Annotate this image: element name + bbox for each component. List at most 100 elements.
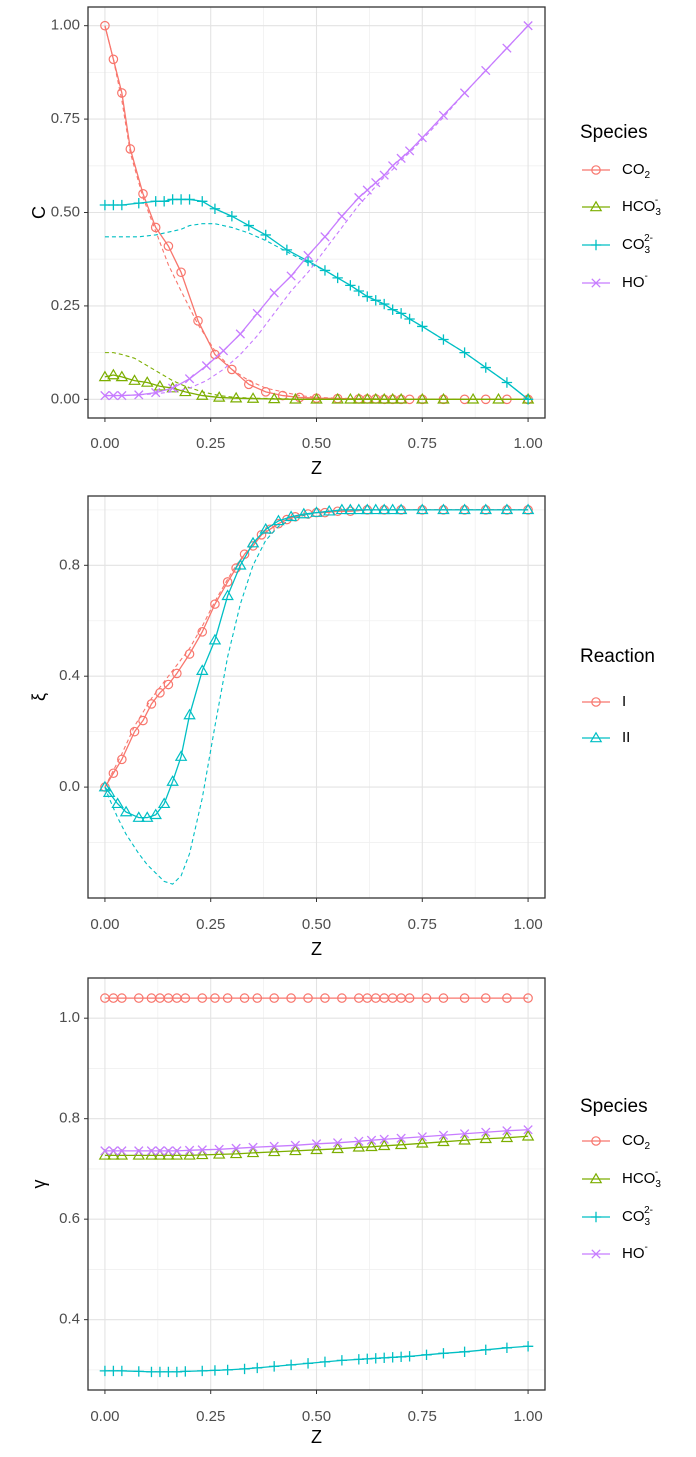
legend-label: HCO3- [622,195,661,218]
data-point [100,1146,110,1156]
legend-label: CO2 [622,1132,651,1152]
data-point [416,503,429,515]
data-point [332,272,343,284]
data-point [163,1146,174,1156]
x-tick-label: 0.75 [408,1408,437,1425]
legend-key [582,1249,610,1259]
data-point [170,1148,184,1160]
x-tick-label: 0.50 [302,916,331,933]
data-point [269,993,279,1003]
data-point [176,267,186,278]
data-point [459,347,470,358]
y-tick-label: 0.25 [51,297,80,314]
data-point [172,1146,182,1156]
legend-key-marker [591,165,601,175]
legend-key [582,200,610,212]
data-point [320,993,330,1003]
data-point [260,229,271,241]
data-point [377,503,391,515]
data-point [246,392,260,403]
data-point [108,54,119,65]
legend-label: HO- [622,1242,648,1262]
data-point [180,993,191,1003]
series-II [98,503,535,885]
data-point [459,993,470,1003]
data-point [344,392,357,404]
series-HO- [100,1125,533,1156]
data-point [239,993,250,1003]
data-point [522,1341,534,1352]
panel-border [87,6,546,419]
data-point [438,334,449,345]
data-point [108,390,119,401]
legend-key [582,1172,610,1184]
data-point [246,536,260,548]
data-point [396,153,406,163]
data-point [259,522,272,534]
data-point [500,1131,514,1143]
data-point [138,715,148,726]
data-point [362,291,373,302]
data-point [332,1138,343,1148]
data-point [243,379,254,390]
legend-key-marker [591,1136,601,1146]
data-point [302,255,314,267]
data-point [167,383,178,393]
data-point [125,144,136,154]
y-tick-label: 0.8 [59,556,80,573]
y-tick-label: 0.4 [59,1311,80,1328]
series-dashed-line [104,25,529,397]
data-point [417,133,427,143]
data-point [209,1365,221,1376]
data-point [115,1148,129,1160]
legend-key [582,1211,610,1223]
data-point [269,288,279,298]
panel-border [87,977,546,1391]
data-point [107,1148,120,1160]
data-point [248,1142,258,1152]
legend-label: HO- [622,271,648,291]
data-point [229,391,243,403]
data-point [500,503,514,515]
data-point [286,271,296,281]
data-point [369,503,382,515]
legend-key [582,165,610,175]
data-point [201,361,212,371]
data-point [481,1127,491,1137]
data-point [481,65,491,76]
series-line [104,374,529,400]
data-point [319,1356,331,1368]
data-point [310,1143,323,1155]
data-point [361,503,374,515]
data-point [163,241,174,251]
data-point [404,146,415,156]
data-point [184,194,195,205]
x-tick-label: 1.00 [513,1408,542,1425]
data-point [184,649,195,659]
data-point [361,392,374,404]
data-point [116,199,128,211]
legend-key-marker [589,1172,603,1184]
data-point [331,392,344,404]
x-axis-title: Z [311,458,322,478]
data-point [310,506,323,517]
data-point [387,304,398,315]
data-point [458,503,471,515]
data-point [379,170,389,180]
y-axis-title: γ [29,1180,49,1189]
x-tick-label: 0.75 [408,435,437,452]
data-point [480,362,491,373]
y-axis-title: ξ [29,693,49,701]
data-point [352,1140,366,1152]
data-point [501,377,513,388]
data-point [197,1365,208,1377]
y-tick-label: 0.4 [59,667,80,684]
data-point [437,503,450,515]
data-point [268,1361,280,1372]
data-point [197,196,208,207]
data-point [212,1147,226,1159]
legend-key [582,278,610,288]
data-point [421,1349,432,1361]
data-point [239,1363,250,1375]
